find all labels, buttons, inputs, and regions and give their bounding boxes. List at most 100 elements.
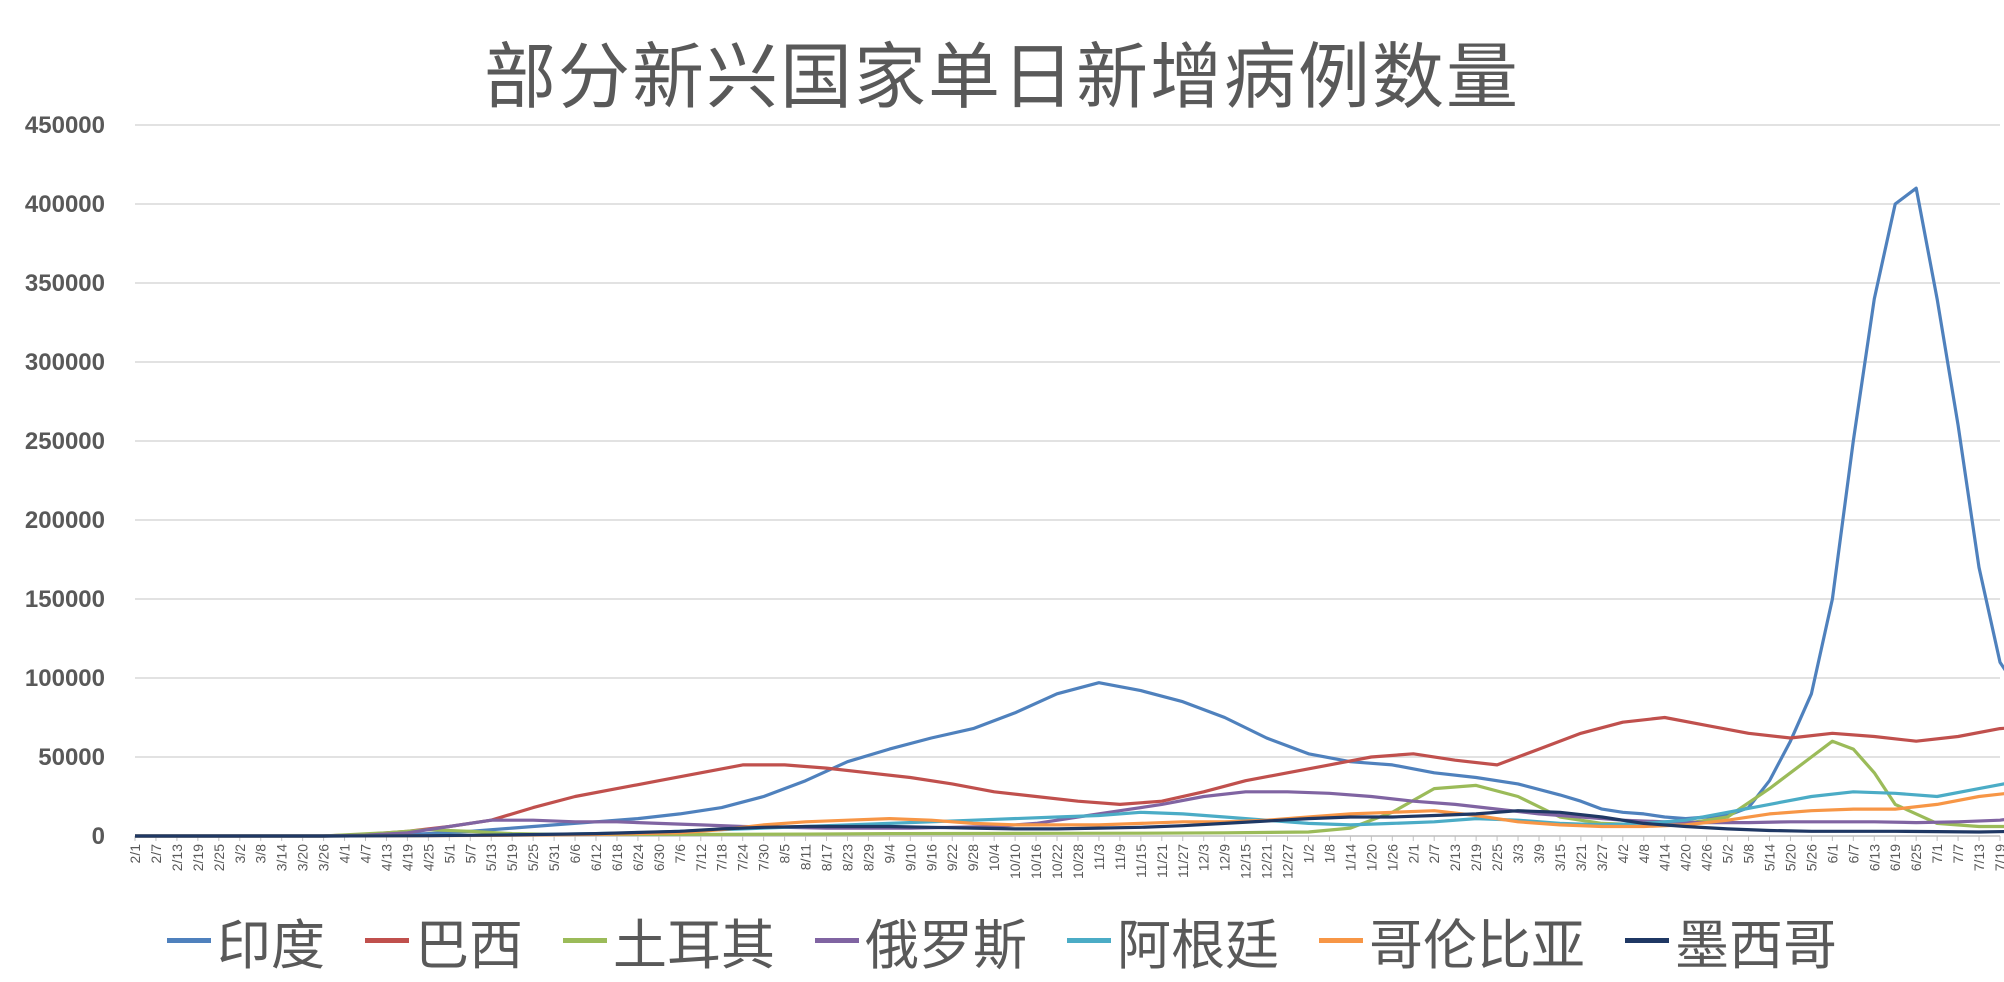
x-tick-label: 8/5 — [777, 844, 793, 864]
x-tick-label: 9/28 — [965, 844, 981, 871]
x-tick-label: 11/9 — [1112, 844, 1128, 870]
line-chart: 450000 400000 350000 300000 250000 200000 1500… — [25, 112, 2004, 879]
x-tick-label: 2/19 — [190, 844, 206, 871]
legend-item: 俄罗斯 — [815, 901, 1027, 980]
x-tick-label: 11/27 — [1175, 844, 1191, 878]
x-tick-label: 6/12 — [588, 844, 604, 871]
x-tick-label: 1/20 — [1363, 844, 1379, 871]
legend-item: 阿根廷 — [1067, 901, 1279, 980]
x-tick-label: 5/7 — [462, 844, 478, 864]
x-tick-label: 6/7 — [1845, 844, 1861, 864]
x-tick-label: 4/14 — [1657, 844, 1673, 871]
legend-swatch — [365, 937, 409, 943]
legend-swatch — [815, 937, 859, 943]
x-tick-label: 6/25 — [1908, 844, 1924, 871]
y-tick-label: 450000 — [25, 112, 105, 139]
legend-swatch — [1625, 937, 1669, 943]
x-tick-label: 8/17 — [819, 844, 835, 871]
legend-swatch — [563, 937, 607, 943]
x-tick-label: 7/24 — [735, 844, 751, 871]
x-tick-label: 1/26 — [1384, 844, 1400, 871]
x-tick-label: 4/25 — [420, 844, 436, 871]
x-tick-label: 9/22 — [944, 844, 960, 871]
legend-item: 印度 — [167, 901, 325, 980]
y-tick-label: 0 — [92, 823, 105, 850]
x-tick-label: 6/24 — [630, 844, 646, 871]
legend-label: 哥伦比亚 — [1369, 913, 1585, 977]
x-tick-label: 11/21 — [1154, 844, 1170, 878]
x-tick-label: 5/26 — [1803, 844, 1819, 871]
x-tick-label: 2/7 — [1426, 844, 1442, 864]
x-tick-label: 3/3 — [1510, 844, 1526, 864]
x-tick-label: 8/11 — [798, 844, 814, 870]
x-tick-label: 6/6 — [567, 844, 583, 864]
x-tick-label: 4/2 — [1615, 844, 1631, 864]
x-tick-label: 2/19 — [1468, 844, 1484, 871]
x-tick-label: 12/27 — [1280, 844, 1296, 879]
x-tick-label: 10/28 — [1070, 844, 1086, 879]
x-tick-label: 7/30 — [756, 844, 772, 871]
legend-item: 哥伦比亚 — [1319, 901, 1585, 980]
y-tick-label: 200000 — [25, 507, 105, 534]
x-tick-label: 7/7 — [1950, 844, 1966, 864]
x-tick-label: 3/26 — [316, 844, 332, 871]
x-tick-label: 5/2 — [1720, 844, 1736, 864]
x-tick-label: 9/4 — [881, 844, 897, 864]
x-tick-label: 10/16 — [1028, 844, 1044, 879]
legend: 印度 巴西 土耳其 俄罗斯 阿根廷 哥伦比亚 墨西哥 — [0, 905, 2004, 977]
legend-label: 俄罗斯 — [865, 913, 1027, 977]
x-tick-label: 4/8 — [1636, 844, 1652, 864]
series-line-俄罗斯 — [135, 790, 2004, 838]
x-tick-label: 4/1 — [337, 844, 353, 864]
x-tick-label: 3/21 — [1573, 844, 1589, 871]
y-tick-label: 250000 — [25, 428, 105, 455]
x-tick-label: 3/8 — [253, 844, 269, 864]
x-tick-label: 1/2 — [1300, 844, 1316, 864]
x-tick-label: 3/2 — [232, 844, 248, 864]
x-tick-label: 12/9 — [1217, 844, 1233, 871]
x-tick-label: 5/25 — [525, 844, 541, 871]
x-tick-label: 2/1 — [127, 844, 143, 864]
x-tick-label: 7/6 — [672, 844, 688, 864]
x-tick-label: 10/4 — [986, 844, 1002, 871]
x-tick-label: 6/18 — [609, 844, 625, 871]
x-tick-label: 5/1 — [441, 844, 457, 864]
x-tick-label: 2/25 — [1489, 844, 1505, 871]
x-tick-label: 2/13 — [1447, 844, 1463, 871]
x-tick-label: 12/21 — [1259, 844, 1275, 879]
x-tick-label: 4/13 — [378, 844, 394, 871]
legend-swatch — [1067, 937, 1111, 943]
x-tick-label: 3/20 — [295, 844, 311, 871]
x-tick-label: 9/10 — [902, 844, 918, 871]
legend-label: 阿根廷 — [1117, 913, 1279, 977]
x-tick-label: 9/16 — [923, 844, 939, 871]
x-tick-label: 8/23 — [839, 844, 855, 871]
legend-item: 墨西哥 — [1625, 901, 1837, 980]
x-tick-label: 3/27 — [1594, 844, 1610, 871]
legend-label: 土耳其 — [613, 913, 775, 977]
x-tick-label: 4/7 — [358, 844, 374, 864]
x-tick-label: 2/25 — [211, 844, 227, 871]
x-tick-label: 7/13 — [1971, 844, 1987, 871]
x-tick-label: 3/9 — [1531, 844, 1547, 864]
x-tick-label: 12/3 — [1196, 844, 1212, 871]
legend-swatch — [167, 937, 211, 943]
x-tick-label: 2/1 — [1405, 844, 1421, 864]
legend-label: 印度 — [217, 913, 325, 977]
series-line-印度 — [135, 186, 2004, 838]
x-tick-label: 6/30 — [651, 844, 667, 871]
series-line-巴西 — [135, 715, 2004, 838]
y-tick-label: 100000 — [25, 665, 105, 692]
x-tick-label: 10/22 — [1049, 844, 1065, 879]
series-line-哥伦比亚 — [135, 792, 2004, 838]
x-tick-label: 8/29 — [860, 844, 876, 871]
x-tick-label: 6/13 — [1866, 844, 1882, 871]
legend-item: 土耳其 — [563, 901, 775, 980]
x-tick-label: 5/8 — [1741, 844, 1757, 864]
x-tick-label: 2/13 — [169, 844, 185, 871]
x-tick-label: 12/15 — [1238, 844, 1254, 879]
x-tick-label: 5/31 — [546, 844, 562, 871]
legend-label: 巴西 — [415, 913, 523, 977]
x-tick-label: 7/19 — [1992, 844, 2004, 871]
